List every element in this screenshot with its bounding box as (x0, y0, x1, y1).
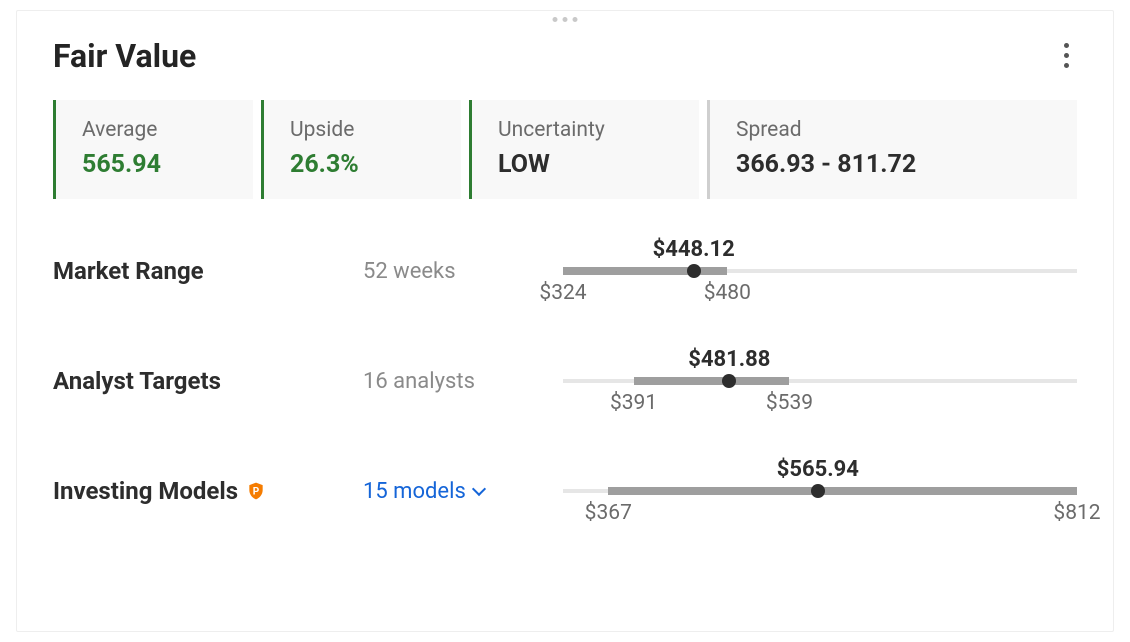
range-current-value: $448.12 (653, 237, 735, 262)
range-marker (811, 484, 825, 498)
stat-value: 366.93 - 811.72 (736, 150, 1051, 179)
range-current-value: $565.94 (777, 457, 859, 482)
range-bar-analyst: $481.88$391$539 (563, 351, 1077, 411)
range-label: Analyst Targets (53, 367, 363, 395)
range-fill (608, 487, 1077, 495)
stat-label: Spread (736, 118, 1051, 142)
stat-value: 565.94 (82, 150, 227, 179)
stat-label: Average (82, 118, 227, 142)
models-count-label: 15 models (363, 479, 466, 504)
card-title: Fair Value (53, 37, 196, 75)
range-marker (722, 374, 736, 388)
models-dropdown[interactable]: 15 models (363, 479, 563, 504)
range-label: Investing Models P (53, 477, 363, 505)
card-header: Fair Value (53, 11, 1077, 100)
range-row-market: Market Range 52 weeks $448.12$324$480 (53, 241, 1077, 301)
range-row-analyst: Analyst Targets 16 analysts $481.88$391$… (53, 351, 1077, 411)
range-label: Market Range (53, 257, 363, 285)
range-high-value: $539 (766, 391, 813, 415)
range-high-value: $480 (704, 281, 751, 305)
stat-spread: Spread 366.93 - 811.72 (707, 100, 1077, 199)
svg-text:P: P (253, 486, 260, 497)
range-sub: 52 weeks (363, 259, 563, 284)
premium-badge-icon: P (246, 481, 266, 501)
range-sub: 16 analysts (363, 369, 563, 394)
range-high-value: $812 (1053, 501, 1100, 525)
stat-average: Average 565.94 (53, 100, 253, 199)
drag-handle-icon[interactable] (553, 17, 578, 22)
stat-value: 26.3% (290, 150, 435, 179)
stat-label: Upside (290, 118, 435, 142)
range-fill (634, 377, 790, 385)
range-current-value: $481.88 (688, 347, 770, 372)
stat-uncertainty: Uncertainty LOW (469, 100, 699, 199)
more-options-icon[interactable] (1056, 35, 1077, 76)
chevron-down-icon (472, 482, 486, 496)
ranges-section: Market Range 52 weeks $448.12$324$480 An… (53, 233, 1077, 521)
range-bar-models: $565.94$367$812 (563, 461, 1077, 521)
stat-label: Uncertainty (498, 118, 673, 142)
range-marker (687, 264, 701, 278)
range-row-models: Investing Models P 15 models $565.94$367… (53, 461, 1077, 521)
stats-row: Average 565.94 Upside 26.3% Uncertainty … (53, 100, 1077, 199)
range-low-value: $324 (539, 281, 586, 305)
range-bar-market: $448.12$324$480 (563, 241, 1077, 301)
range-label-text: Investing Models (53, 477, 238, 505)
range-low-value: $391 (610, 391, 657, 415)
stat-upside: Upside 26.3% (261, 100, 461, 199)
fair-value-card: Fair Value Average 565.94 Upside 26.3% U… (16, 10, 1114, 632)
stat-value: LOW (498, 150, 673, 179)
range-low-value: $367 (585, 501, 632, 525)
range-fill (563, 267, 727, 275)
